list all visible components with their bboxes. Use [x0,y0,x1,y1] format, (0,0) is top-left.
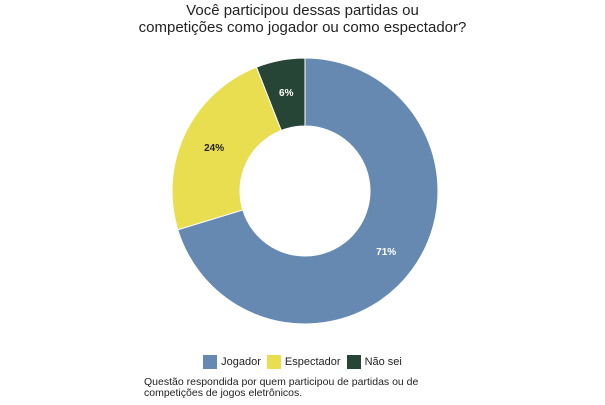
title-line: Você participou dessas partidas ou [186,2,419,19]
legend: Jogador Espectador Não sei [0,355,605,369]
legend-label: Espectador [284,356,341,368]
slice-jogador [177,57,439,325]
legend-swatch [266,355,281,369]
legend-item-espectador: Espectador [266,355,341,369]
legend-item-nao-sei: Não sei [346,355,402,369]
legend-label: Não sei [364,356,402,368]
legend-label: Jogador [221,356,261,368]
legend-swatch [203,355,218,369]
slice-espectador [171,66,282,231]
data-label: 71% [376,247,396,258]
data-label: 24% [204,143,224,154]
caption-line: competições de jogos eletrônicos. [144,387,303,399]
legend-swatch [346,355,361,369]
data-label: 6% [279,88,294,99]
slice-n-o-sei [255,57,306,132]
chart-title: Você participou dessas partidas ou compe… [0,2,605,36]
caption-line: Questão respondida por quem participou d… [144,376,419,388]
legend-item-jogador: Jogador [203,355,261,369]
title-line: competições como jogador ou como especta… [138,19,467,36]
caption: Questão respondida por quem participou d… [144,377,418,399]
